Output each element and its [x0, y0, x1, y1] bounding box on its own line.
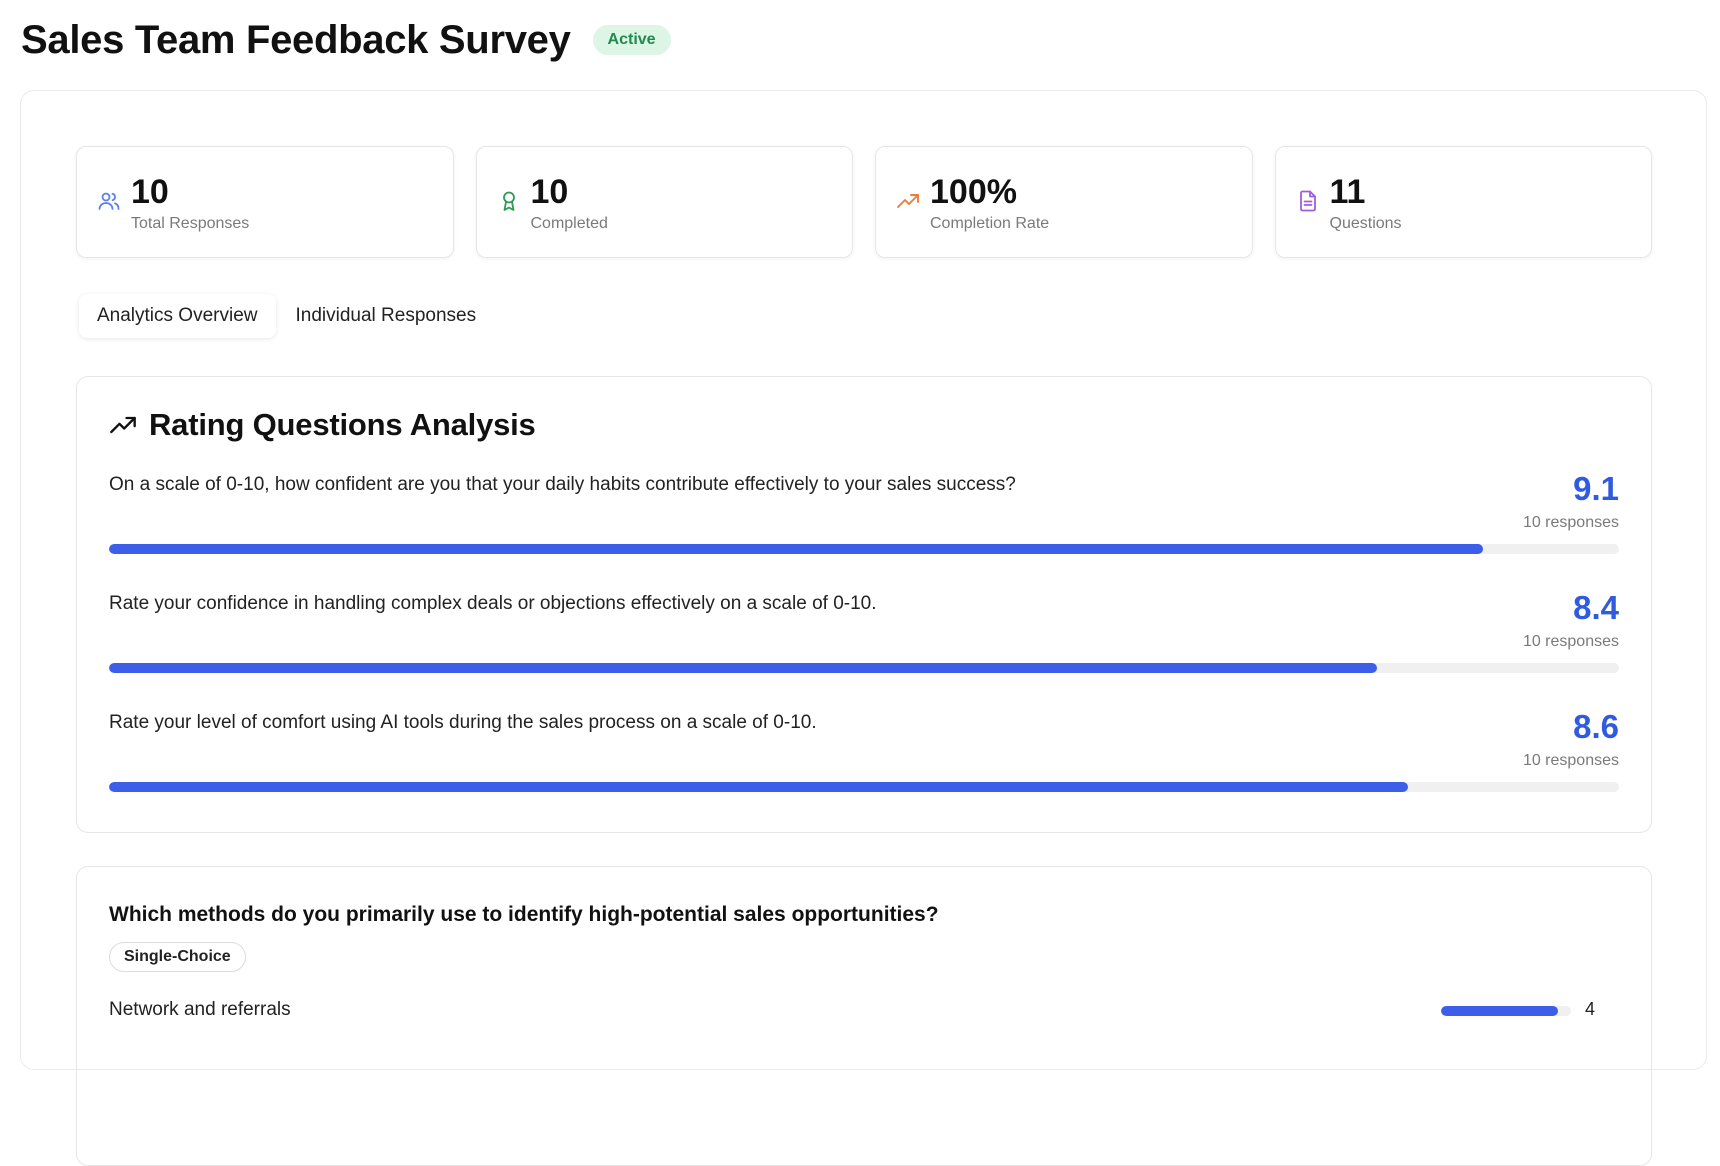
- rating-bar-fill: [109, 544, 1484, 554]
- stat-card-completion-rate: 100% Completion Rate: [875, 146, 1253, 258]
- tab-bar: Analytics Overview Individual Responses: [79, 294, 494, 338]
- rating-bar-fill: [109, 663, 1378, 673]
- stat-label: Completion Rate: [930, 215, 1050, 232]
- trending-up-icon: [897, 194, 919, 208]
- rating-item: Rate your level of comfort using AI tool…: [109, 708, 1619, 812]
- users-icon: [98, 192, 120, 210]
- choice-option-count: 4: [1585, 999, 1596, 1019]
- rating-question: Rate your confidence in handling complex…: [109, 593, 877, 614]
- rating-item: On a scale of 0-10, how confident are yo…: [109, 470, 1619, 574]
- main-panel: 10 Total Responses 10 Completed 100% Com…: [20, 90, 1707, 1166]
- rating-score: 8.4: [1573, 589, 1619, 626]
- choice-option-row: Network and referrals 4: [109, 997, 1619, 1027]
- stat-card-questions: 11 Questions: [1274, 146, 1652, 258]
- rating-bar-track: [109, 663, 1619, 673]
- rating-question: On a scale of 0-10, how confident are yo…: [109, 474, 1016, 495]
- rating-item: Rate your confidence in handling complex…: [109, 589, 1619, 693]
- rating-response-count: 10 responses: [1522, 633, 1619, 650]
- rating-bar-track: [109, 782, 1619, 792]
- rating-bar-track: [109, 544, 1619, 554]
- stat-label: Completed: [530, 215, 608, 232]
- tab-analytics-overview[interactable]: Analytics Overview: [79, 294, 276, 338]
- stat-value: 10: [131, 173, 169, 211]
- file-text-icon: [1299, 190, 1316, 212]
- choice-option-bar-fill: [1441, 1006, 1558, 1016]
- question-type-badge: Single-Choice: [109, 942, 246, 972]
- choice-option-bar: [1441, 1006, 1571, 1016]
- rating-bar-fill: [109, 782, 1408, 792]
- choice-question-card: Which methods do you primarily use to id…: [76, 866, 1652, 1166]
- stat-value: 11: [1329, 173, 1366, 211]
- choice-option-label: Network and referrals: [109, 999, 291, 1020]
- rating-response-count: 10 responses: [1522, 752, 1619, 769]
- tab-individual-responses[interactable]: Individual Responses: [295, 305, 477, 326]
- trending-up-icon: [110, 416, 136, 434]
- stat-card-completed: 10 Completed: [475, 146, 853, 258]
- stat-label: Questions: [1329, 215, 1402, 232]
- page-header: Sales Team Feedback Survey Active: [21, 10, 671, 70]
- stat-value: 10: [530, 173, 569, 211]
- stat-label: Total Responses: [131, 215, 250, 232]
- rating-section-title: Rating Questions Analysis: [149, 407, 536, 442]
- rating-question: Rate your level of comfort using AI tool…: [109, 712, 817, 733]
- status-badge: Active: [592, 25, 671, 55]
- rating-questions-card: Rating Questions Analysis On a scale of …: [76, 376, 1652, 833]
- page-title: Sales Team Feedback Survey: [21, 17, 571, 62]
- rating-section-header: Rating Questions Analysis: [109, 407, 536, 443]
- rating-response-count: 10 responses: [1522, 514, 1619, 531]
- stat-card-total-responses: 10 Total Responses: [76, 146, 454, 258]
- rating-score: 9.1: [1573, 470, 1619, 507]
- award-icon: [502, 191, 515, 211]
- rating-score: 8.6: [1573, 708, 1619, 745]
- stats-row: 10 Total Responses 10 Completed 100% Com…: [76, 146, 1652, 258]
- stat-value: 100%: [930, 173, 1017, 211]
- choice-question-title: Which methods do you primarily use to id…: [109, 903, 939, 926]
